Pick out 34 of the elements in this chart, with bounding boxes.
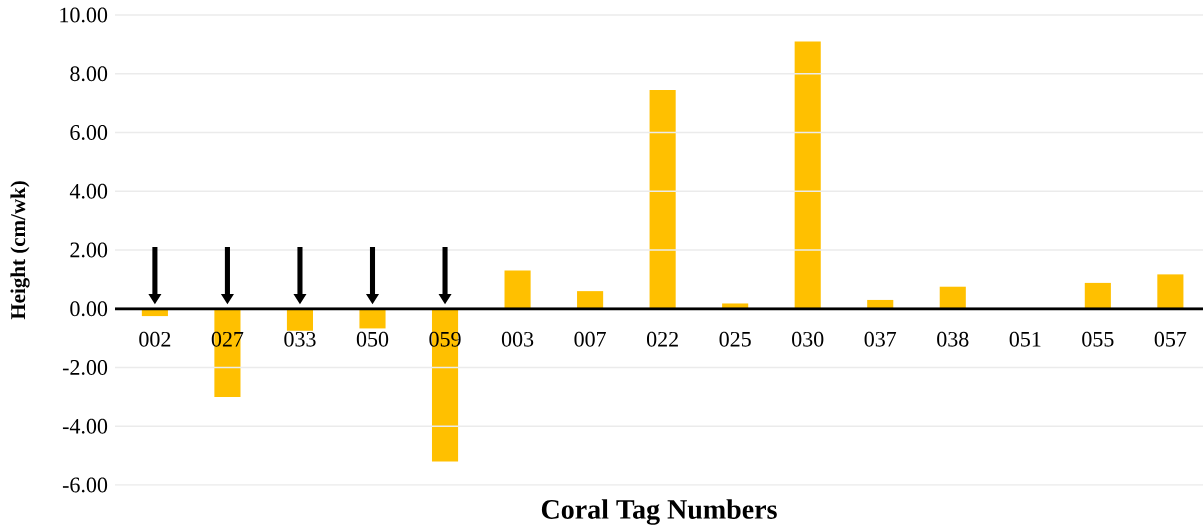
y-tick-label: 6.00 — [70, 125, 108, 140]
x-tick-label: 007 — [574, 331, 606, 347]
y-tick-label: 0.00 — [70, 301, 108, 317]
x-tick-label: 003 — [501, 331, 534, 347]
x-tick-label: 025 — [719, 331, 751, 347]
y-tick-label: -2.00 — [62, 360, 108, 375]
y-tick-label: 4.00 — [69, 183, 108, 199]
x-tick-label: 055 — [1082, 331, 1114, 347]
x-tick-label: 002 — [139, 331, 171, 347]
y-tick-label: 8.00 — [70, 66, 108, 82]
bar — [794, 41, 821, 309]
bar — [939, 286, 966, 309]
bar — [504, 270, 531, 309]
x-tick-label: 022 — [646, 331, 678, 347]
y-tick-label: -6.00 — [62, 477, 108, 493]
bar — [1084, 282, 1111, 309]
y-tick-label: 10.00 — [60, 7, 108, 23]
y-tick-label: 2.00 — [70, 242, 108, 258]
y-tick-label: -4.00 — [62, 418, 108, 434]
x-tick-label: 030 — [792, 331, 824, 347]
bar — [359, 308, 386, 329]
x-tick-label: 037 — [864, 331, 897, 347]
bar — [431, 308, 459, 462]
bar — [577, 291, 604, 309]
x-tick-label: 050 — [356, 331, 389, 347]
x-tick-label: 057 — [1154, 331, 1187, 347]
x-axis-title: Coral Tag Numbers — [541, 499, 777, 525]
bar — [1157, 274, 1184, 309]
y-axis-title: Height (cm/wk) — [10, 181, 30, 320]
bar — [649, 89, 676, 309]
x-tick-label: 033 — [284, 331, 316, 347]
x-tick-label: 051 — [1009, 331, 1041, 347]
bar — [286, 308, 314, 331]
x-tick-label: 038 — [937, 331, 969, 347]
